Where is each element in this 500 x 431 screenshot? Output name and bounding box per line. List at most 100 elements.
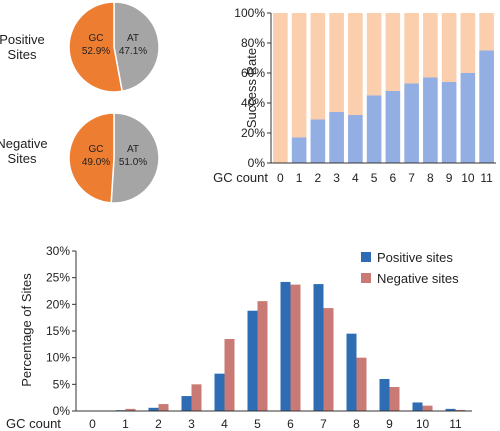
pie-value-gc: 52.9% [82,46,110,57]
x-tick-label: 9 [386,417,393,431]
y-tick-label: 15% [46,324,70,338]
x-tick-label: 7 [408,171,415,185]
bar-positive-sites [445,408,456,411]
x-tick-label: 4 [221,417,228,431]
bar-remainder [291,13,307,138]
gc-count-distribution-bar-chart: 0 1 2 3 4 5 6 7 8 9 10 11 0% 5% 10% 15% 20% 25% 30% Percent… [6,244,472,431]
bar-negative-sites [389,387,400,411]
pie-title-line: Positive [0,32,45,47]
pie-slice-at [110,112,160,204]
y-tick-label: 25% [46,271,70,285]
bar-positive-sites [148,407,159,411]
bar-positive-sites [181,396,192,411]
bar-success [385,91,401,163]
bar-negative-sites [455,409,466,411]
bar-negative-sites [323,308,334,411]
bar-success [348,115,363,163]
pie-chart-positive-sites: Positive Sites GC 52.9% AT 47.1% [0,1,160,93]
pie-title-line: Sites [8,151,37,166]
pie-title: Negative Sites [0,136,48,166]
y-tick-label: 0% [248,156,266,170]
y-tick-label: 40% [241,96,265,110]
bar-success [329,112,344,163]
x-axis-label: GC count [213,170,268,185]
x-axis-label: GC count [6,416,61,431]
y-tick-label: 30% [46,244,70,258]
pie-label-gc: GC [89,144,104,155]
bar-remainder [329,13,344,112]
bar-positive-sites [346,333,357,411]
bar-remainder [479,13,494,51]
x-tick-label: 5 [254,417,261,431]
x-tick-label: 5 [371,171,378,185]
x-tick-label: 3 [333,171,340,185]
legend-swatch [361,273,371,283]
x-tick-label: 8 [427,171,434,185]
bar-positive-sites [214,373,225,411]
legend-swatch [361,252,371,262]
bar-remainder [366,13,382,96]
bar-success [460,73,476,163]
x-tick-label: 0 [277,171,284,185]
bar-remainder [404,13,419,84]
bar-success [310,119,326,163]
x-tick-label: 3 [188,417,195,431]
x-tick-label: 1 [122,417,129,431]
pie-title: Positive Sites [0,32,45,62]
y-tick-label: 20% [241,126,265,140]
pie-label-at: AT [127,33,139,44]
y-tick-label: 10% [46,351,70,365]
bar-positive-sites [280,281,291,411]
bar-success [404,83,419,163]
bar-positive-sites [412,402,423,411]
bar-negative-sites [224,339,235,411]
y-tick-label: 20% [46,297,70,311]
legend-label: Positive sites [377,250,453,265]
bar-negative-sites [125,408,136,411]
bar-remainder [273,13,288,163]
x-tick-label: 8 [353,417,360,431]
bar-remainder [423,13,438,78]
pie-slice-gc [68,1,124,93]
bar-success [423,77,438,163]
y-tick-label: 80% [241,36,265,50]
legend-label: Negative sites [377,271,459,286]
bar-negative-sites [158,404,169,411]
y-tick-label: 5% [53,377,71,391]
bar-remainder [348,13,363,115]
bar-positive-sites [313,284,324,411]
y-axis-label: Success Rate [244,48,259,128]
bar-success [291,137,307,163]
x-tick-label: 2 [315,171,322,185]
bar-remainder [385,13,401,91]
y-tick-label: 0% [53,404,71,418]
x-tick-label: 10 [416,417,430,431]
x-tick-label: 2 [155,417,162,431]
bar-negative-sites [356,357,367,411]
y-axis-label: Percentage of Sites [19,273,34,387]
bar-negative-sites [191,384,202,411]
bar-remainder [441,13,457,82]
x-tick-label: 10 [461,171,475,185]
bar-remainder [460,13,476,73]
pie-value-gc: 49.0% [82,157,110,168]
pie-slice-at [113,1,160,93]
x-tick-label: 9 [446,171,453,185]
bar-negative-sites [422,405,433,411]
pie-chart-negative-sites: Negative Sites GC 49.0% AT 51.0% [0,112,160,204]
x-tick-label: 11 [449,417,462,431]
pie-value-at: 47.1% [119,46,147,57]
bar-success [441,82,457,163]
x-tick-label: 4 [352,171,359,185]
x-tick-label: 7 [320,417,327,431]
pie-value-at: 51.0% [119,157,147,168]
x-tick-label: 11 [480,171,493,185]
success-rate-stacked-bar-chart: 0 1 2 3 4 5 6 7 8 9 10 11 0% 20% 40% 60% 80% 100% Success … [213,6,496,185]
bar-positive-sites [379,379,390,411]
pie-label-at: AT [127,144,139,155]
pie-title-line: Sites [8,47,37,62]
bar-positive-sites [247,310,258,411]
bar-remainder [310,13,326,120]
bar-success [366,95,382,163]
x-tick-label: 0 [89,417,96,431]
